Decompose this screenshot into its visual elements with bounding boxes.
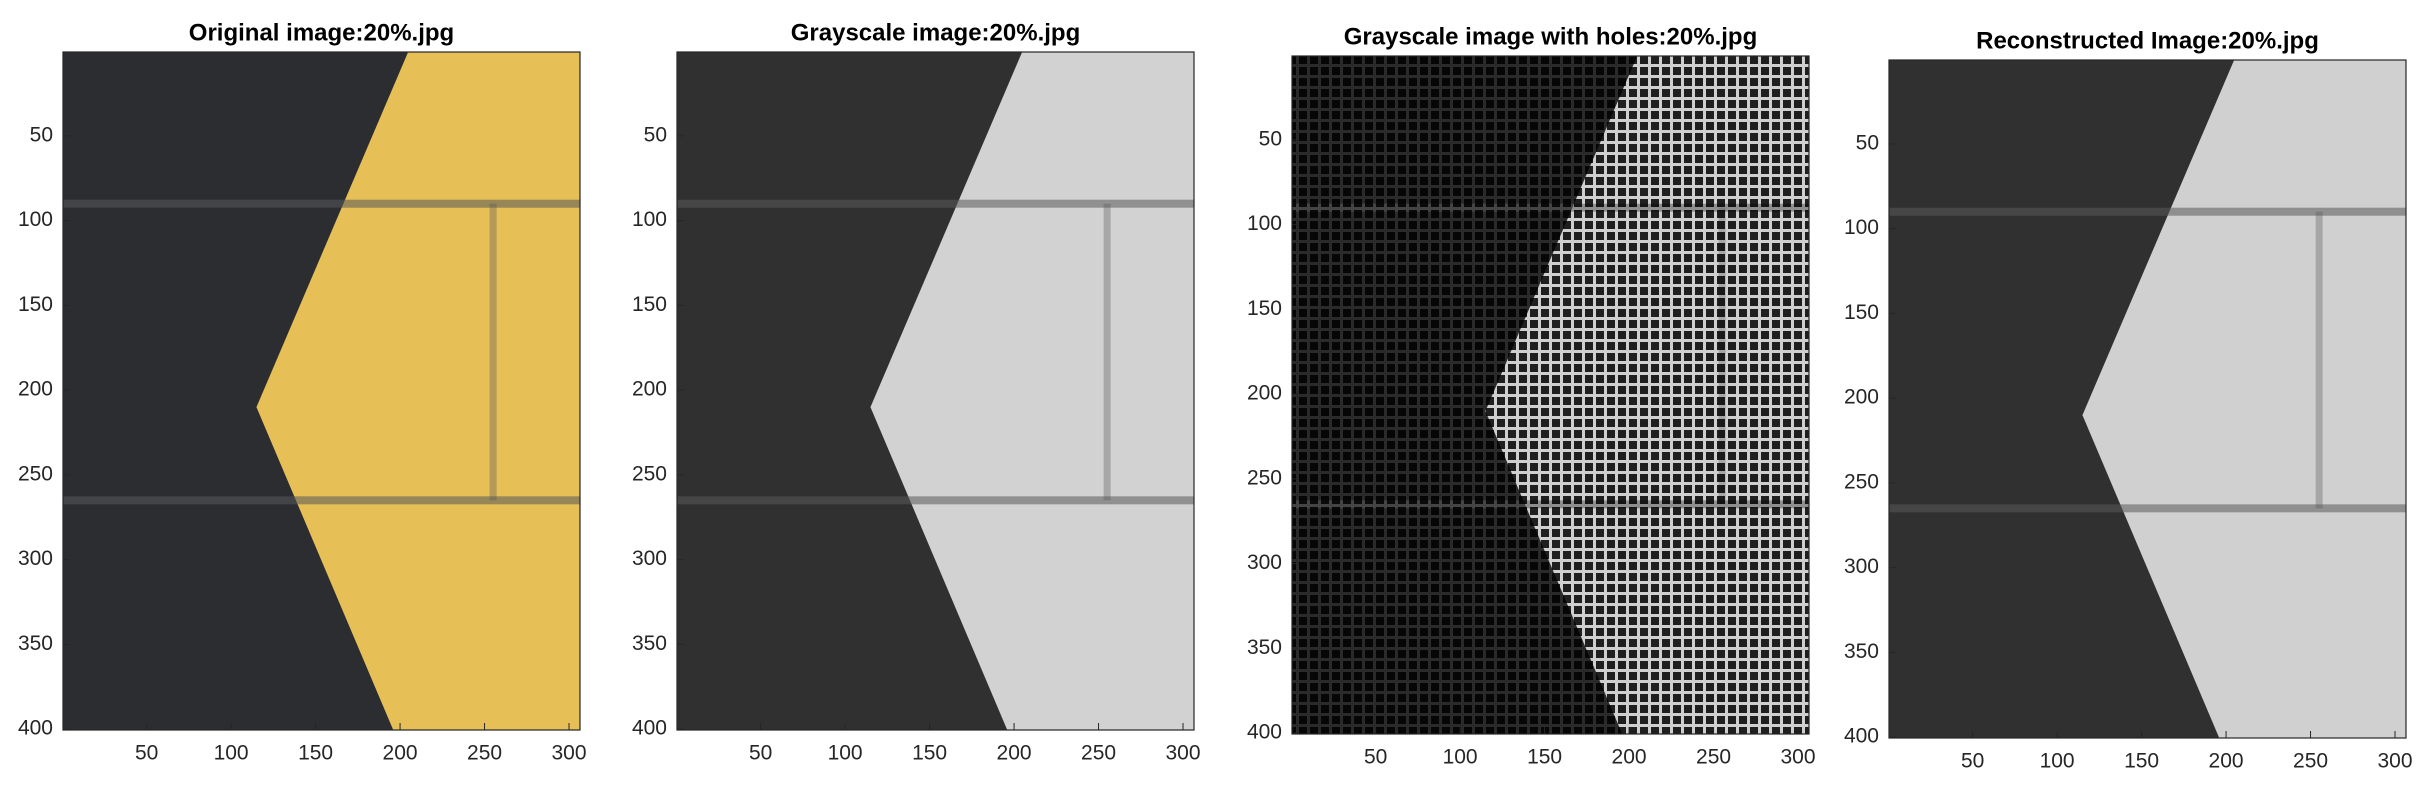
- x-tick-label: 150: [1527, 746, 1562, 769]
- image-holes: [1292, 56, 1809, 734]
- x-tick-label: 200: [1612, 746, 1647, 769]
- x-tick-label: 100: [1443, 746, 1478, 769]
- y-tick-label: 400: [1247, 721, 1282, 744]
- x-tick-label: 250: [467, 742, 502, 765]
- y-tick-label: 350: [632, 632, 667, 655]
- y-tick-label: 250: [1247, 466, 1282, 489]
- image-content: [63, 52, 580, 730]
- y-tick-label: 50: [1856, 131, 1879, 154]
- x-tick-label: 50: [135, 742, 158, 765]
- image-content: [1889, 60, 2406, 738]
- x-tick-label: 300: [2377, 750, 2412, 773]
- x-tick-label: 300: [1780, 746, 1815, 769]
- x-tick-label: 150: [912, 742, 947, 765]
- y-tick-label: 100: [18, 208, 53, 231]
- x-tick-label: 150: [2124, 750, 2159, 773]
- y-tick-label: 200: [1247, 382, 1282, 405]
- image-mortar-line: [63, 496, 580, 505]
- x-tick-label: 100: [2040, 750, 2075, 773]
- image-light-region: [2082, 60, 2406, 738]
- y-tick-label: 300: [18, 547, 53, 570]
- axes-box: [62, 51, 581, 731]
- y-tick-label: 250: [18, 462, 53, 485]
- image-content: [677, 52, 1194, 730]
- y-tick-label: 400: [18, 717, 53, 740]
- y-tick-label: 100: [1844, 216, 1879, 239]
- chart-title: Reconstructed Image:20%.jpg: [1976, 27, 2319, 54]
- x-tick-label: 100: [214, 742, 249, 765]
- image-mortar-line: [489, 203, 497, 501]
- image-mortar-line: [1889, 207, 2406, 216]
- axes-box: [676, 51, 1195, 731]
- y-tick-label: 300: [1247, 551, 1282, 574]
- x-tick-label: 300: [1165, 742, 1200, 765]
- y-tick-label: 50: [30, 123, 53, 146]
- chart-title: Original image:20%.jpg: [189, 19, 454, 46]
- x-tick-label: 250: [1081, 742, 1116, 765]
- y-tick-label: 200: [18, 378, 53, 401]
- y-tick-label: 350: [18, 632, 53, 655]
- image-mortar-line: [677, 199, 1194, 208]
- x-tick-label: 50: [1961, 750, 1984, 773]
- y-tick-label: 300: [1844, 555, 1879, 578]
- axes-box: [1888, 59, 2407, 739]
- chart-title: Grayscale image:20%.jpg: [791, 19, 1080, 46]
- x-tick-label: 150: [298, 742, 333, 765]
- x-tick-label: 200: [2209, 750, 2244, 773]
- x-tick-label: 250: [2293, 750, 2328, 773]
- image-light-region: [256, 52, 580, 730]
- image-mortar-line: [63, 199, 580, 208]
- image-mortar-line: [1889, 504, 2406, 513]
- image-mortar-line: [2315, 211, 2323, 509]
- image-mortar-line: [1103, 203, 1111, 501]
- x-tick-label: 200: [383, 742, 418, 765]
- y-tick-label: 150: [1844, 301, 1879, 324]
- x-tick-label: 100: [828, 742, 863, 765]
- y-tick-label: 100: [632, 208, 667, 231]
- y-tick-label: 300: [632, 547, 667, 570]
- x-tick-label: 250: [1696, 746, 1731, 769]
- y-tick-label: 250: [632, 462, 667, 485]
- y-tick-label: 200: [1844, 386, 1879, 409]
- x-tick-label: 50: [749, 742, 772, 765]
- y-tick-label: 400: [1844, 725, 1879, 748]
- y-tick-label: 50: [1259, 127, 1282, 150]
- y-tick-label: 350: [1844, 640, 1879, 663]
- image-light-region: [870, 52, 1194, 730]
- y-tick-label: 50: [644, 123, 667, 146]
- image-content: [1292, 56, 1809, 734]
- y-tick-label: 150: [632, 293, 667, 316]
- x-tick-label: 50: [1364, 746, 1387, 769]
- y-tick-label: 250: [1844, 470, 1879, 493]
- y-tick-label: 150: [18, 293, 53, 316]
- axes-box: [1291, 55, 1810, 735]
- x-tick-label: 200: [997, 742, 1032, 765]
- x-tick-label: 300: [551, 742, 586, 765]
- y-tick-label: 400: [632, 717, 667, 740]
- image-mortar-line: [677, 496, 1194, 505]
- y-tick-label: 200: [632, 378, 667, 401]
- y-tick-label: 150: [1247, 297, 1282, 320]
- y-tick-label: 100: [1247, 212, 1282, 235]
- y-tick-label: 350: [1247, 636, 1282, 659]
- chart-title: Grayscale image with holes:20%.jpg: [1344, 23, 1757, 50]
